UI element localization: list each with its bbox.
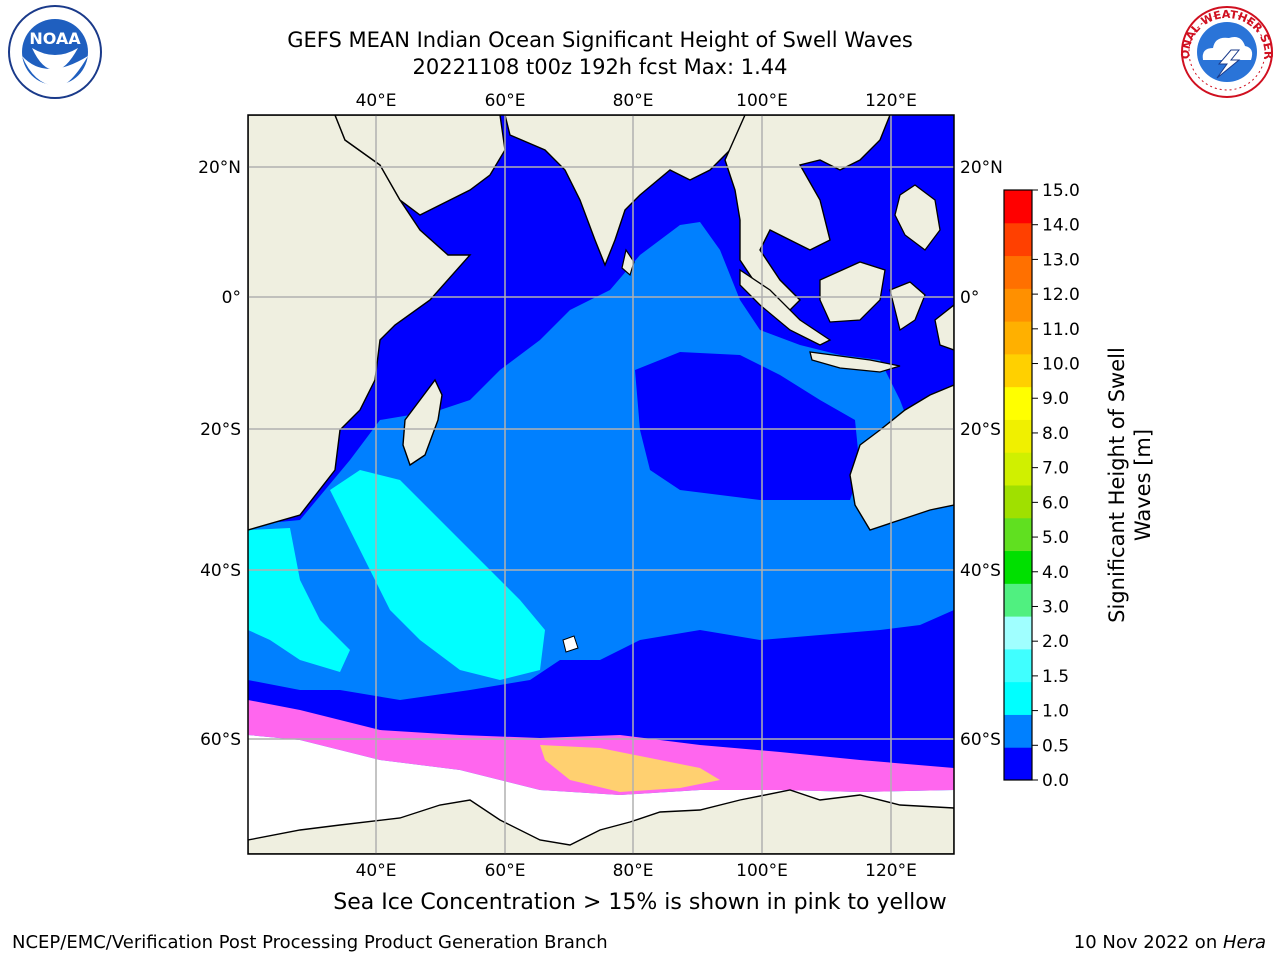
lat-label-right: 20°S bbox=[960, 420, 1001, 440]
footer-date: 10 Nov 2022 on Hera bbox=[1074, 932, 1266, 953]
lat-label-left: 60°S bbox=[200, 730, 241, 750]
colorbar-tick-label: 5.0 bbox=[1042, 528, 1069, 548]
colorbar-tick-label: 0.0 bbox=[1042, 771, 1069, 791]
colorbar-tick-label: 8.0 bbox=[1042, 424, 1069, 444]
colorbar-tick-label: 1.0 bbox=[1042, 702, 1069, 722]
lat-label-left: 20°S bbox=[200, 420, 241, 440]
colorbar-swatch bbox=[1004, 583, 1032, 617]
map-subtitle: 20221108 t00z 192h fcst Max: 1.44 bbox=[412, 55, 788, 79]
land-australia bbox=[849, 384, 954, 531]
lat-label-right: 20°N bbox=[960, 158, 1003, 178]
colorbar-label: Significant Height of Swell Waves [m] bbox=[1100, 190, 1160, 780]
footer-branch: NCEP/EMC/Verification Post Processing Pr… bbox=[12, 932, 608, 953]
lon-label-top: 80°E bbox=[613, 91, 654, 111]
nws-logo: NATIONAL WEATHER SERVICE bbox=[1179, 4, 1275, 98]
land-kerguelen bbox=[562, 635, 579, 653]
swell-zone-low-inner bbox=[635, 352, 860, 500]
land-borneo bbox=[819, 261, 886, 323]
colorbar-tick-label: 2.0 bbox=[1042, 632, 1069, 652]
map-title: GEFS MEAN Indian Ocean Significant Heigh… bbox=[287, 28, 913, 52]
land-antarctica bbox=[248, 789, 954, 854]
colorbar-tick-label: 10.0 bbox=[1042, 355, 1080, 375]
colorbar-swatch bbox=[1004, 386, 1032, 420]
colorbar-tick-label: 3.0 bbox=[1042, 597, 1069, 617]
colorbar-swatch bbox=[1004, 681, 1032, 715]
land-southeast-asia bbox=[724, 115, 891, 311]
axis-labels: 40°E 60°E 80°E 100°E 120°E 40°E 60°E 80°… bbox=[198, 91, 1003, 881]
land-madagascar bbox=[402, 378, 443, 467]
colorbar-swatch bbox=[1004, 321, 1032, 355]
lon-label-bottom: 120°E bbox=[865, 861, 917, 881]
footer-date-text: 10 Nov 2022 on bbox=[1073, 932, 1223, 953]
footer-machine: Hera bbox=[1222, 932, 1266, 953]
lon-label-top: 60°E bbox=[485, 91, 526, 111]
lon-label-bottom: 40°E bbox=[356, 861, 397, 881]
lon-label-top: 40°E bbox=[356, 91, 397, 111]
colorbar-swatch bbox=[1004, 747, 1032, 781]
colorbar-tick-label: 9.0 bbox=[1042, 389, 1069, 409]
lat-label-left: 40°S bbox=[200, 561, 241, 581]
colorbar-tick-label: 0.5 bbox=[1042, 736, 1069, 756]
swell-zone-high-west bbox=[248, 528, 350, 672]
colorbar-tick-label: 11.0 bbox=[1042, 320, 1080, 340]
lon-label-top: 100°E bbox=[736, 91, 788, 111]
map-area bbox=[248, 115, 954, 854]
lon-label-bottom: 100°E bbox=[736, 861, 788, 881]
colorbar-swatch bbox=[1004, 190, 1032, 224]
land-philippines bbox=[894, 184, 941, 251]
lon-label-bottom: 60°E bbox=[485, 861, 526, 881]
swell-zone-high bbox=[330, 470, 545, 680]
colorbar-swatch bbox=[1004, 648, 1032, 683]
svg-text:NOAA: NOAA bbox=[29, 29, 81, 48]
noaa-logo: NOAA bbox=[8, 5, 102, 99]
colorbar-swatch bbox=[1004, 714, 1032, 748]
colorbar-swatch bbox=[1004, 222, 1032, 257]
colorbar-frame bbox=[1003, 189, 1033, 781]
lat-label-left: 20°N bbox=[198, 158, 241, 178]
colorbar-swatch bbox=[1004, 616, 1032, 650]
colorbar-label-line2: Waves [m] bbox=[1131, 428, 1155, 542]
lon-label-top: 120°E bbox=[865, 91, 917, 111]
map-frame bbox=[247, 114, 955, 855]
sea-ice-yellow bbox=[540, 745, 720, 792]
colorbar-swatch bbox=[1004, 550, 1032, 584]
colorbar-swatch bbox=[1004, 255, 1032, 289]
lat-label-right: 40°S bbox=[960, 561, 1001, 581]
land-java bbox=[809, 351, 901, 373]
colorbar-tick-label: 14.0 bbox=[1042, 216, 1080, 236]
lat-label-right: 60°S bbox=[960, 730, 1001, 750]
sea-ice-pink bbox=[248, 700, 954, 795]
colorbar-tick-label: 7.0 bbox=[1042, 459, 1069, 479]
colorbar-swatch bbox=[1004, 485, 1032, 519]
land-sulawesi bbox=[889, 281, 926, 332]
land-arabia bbox=[334, 115, 506, 216]
lon-label-bottom: 80°E bbox=[613, 861, 654, 881]
sea-ice-caption: Sea Ice Concentration > 15% is shown in … bbox=[333, 890, 947, 915]
colorbar-swatch bbox=[1004, 353, 1032, 388]
colorbar-tick-label: 6.0 bbox=[1042, 493, 1069, 513]
colorbar-label-line1: Significant Height of Swell bbox=[1105, 347, 1129, 623]
colorbar-tick-label: 4.0 bbox=[1042, 563, 1069, 583]
colorbar-swatch bbox=[1004, 419, 1032, 453]
colorbar-tick-label: 12.0 bbox=[1042, 285, 1080, 305]
graticule bbox=[248, 115, 954, 854]
colorbar-swatch bbox=[1004, 452, 1032, 486]
colorbar-tick-label: 13.0 bbox=[1042, 250, 1080, 270]
land-new-guinea bbox=[934, 304, 954, 351]
colorbar: 15.0 14.0 13.0 12.0 11.0 10.0 9.0 8.0 7.0 6.0 5.0 4… bbox=[1003, 181, 1080, 791]
colorbar-tick-label: 15.0 bbox=[1042, 181, 1080, 201]
colorbar-swatch bbox=[1004, 517, 1032, 552]
colorbar-tick-label: 1.5 bbox=[1042, 667, 1069, 687]
colorbar-swatch bbox=[1004, 288, 1032, 322]
land-india bbox=[504, 115, 746, 267]
lat-label-right: 0° bbox=[960, 288, 979, 308]
land-sri-lanka bbox=[621, 248, 635, 277]
lat-label-left: 0° bbox=[222, 288, 241, 308]
